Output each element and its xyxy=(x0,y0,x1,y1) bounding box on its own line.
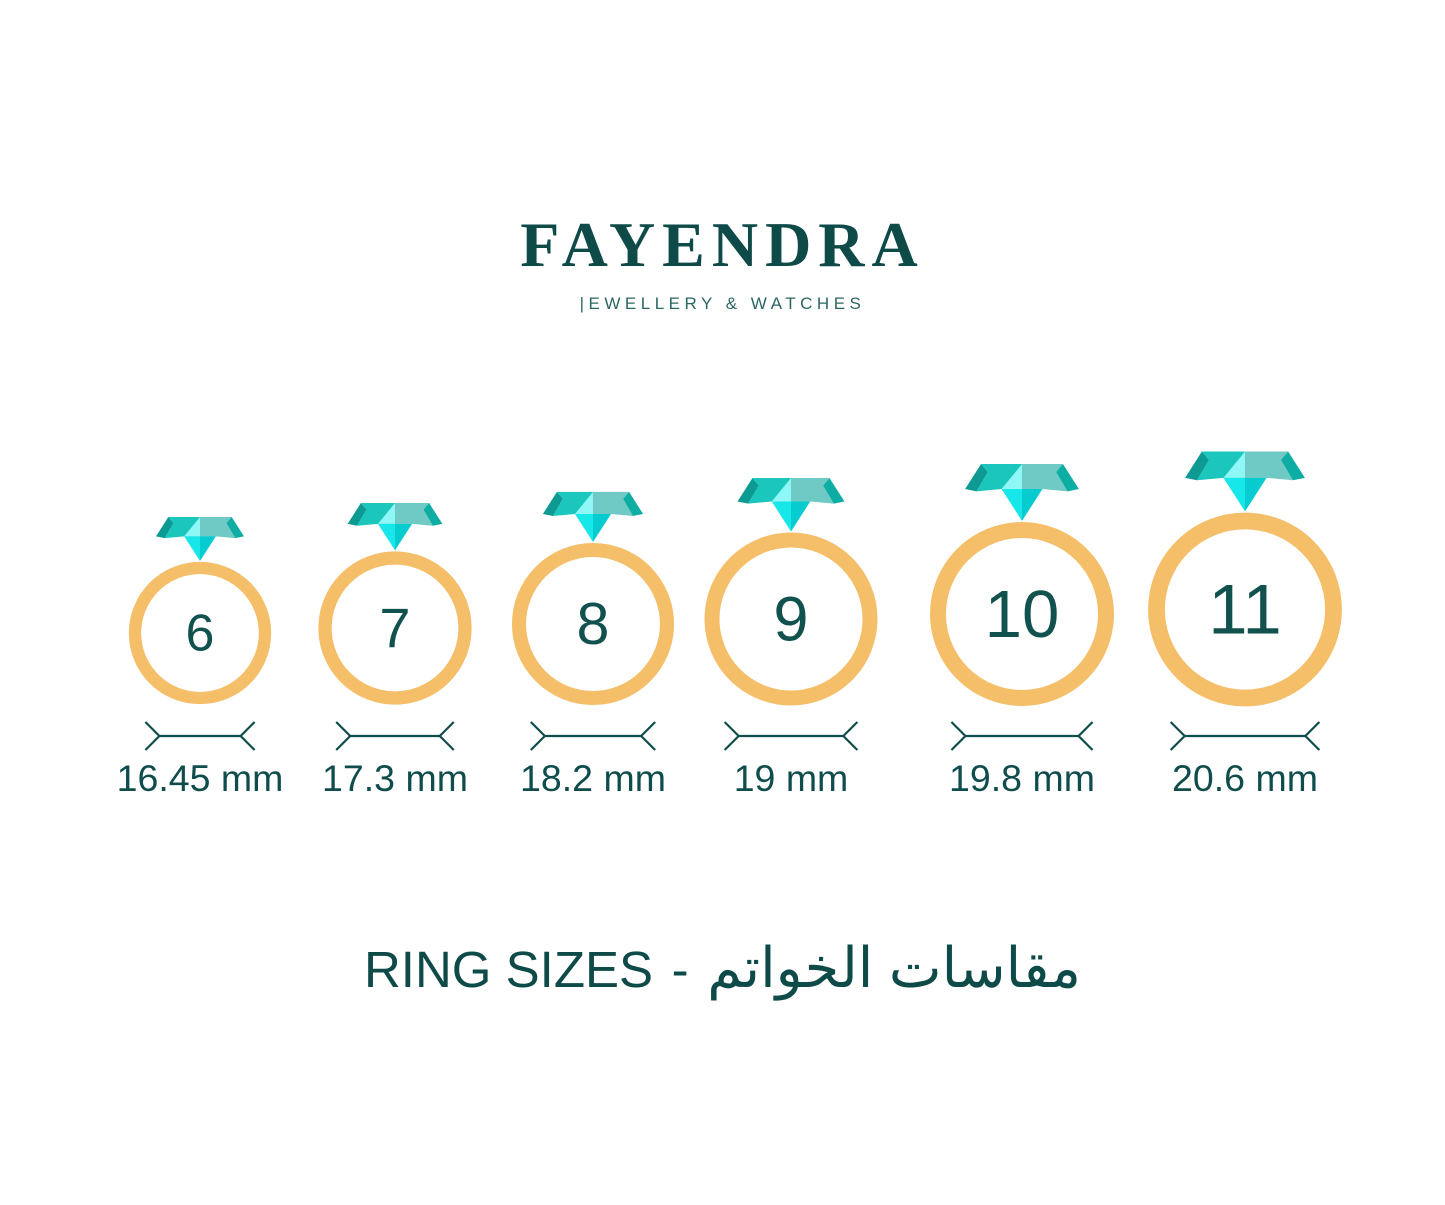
svg-text:6: 6 xyxy=(186,605,215,663)
svg-text:19 mm: 19 mm xyxy=(734,757,849,799)
svg-text:8: 8 xyxy=(577,590,610,657)
svg-text:19.8 mm: 19.8 mm xyxy=(949,757,1095,799)
svg-text:17.3 mm: 17.3 mm xyxy=(322,757,468,799)
svg-text:11: 11 xyxy=(1208,571,1282,650)
svg-text:10: 10 xyxy=(985,577,1060,652)
svg-text:16.45 mm: 16.45 mm xyxy=(117,757,284,799)
svg-text:20.6 mm: 20.6 mm xyxy=(1172,757,1318,799)
svg-text:7: 7 xyxy=(379,596,410,659)
svg-text:18.2 mm: 18.2 mm xyxy=(520,757,666,799)
svg-text:9: 9 xyxy=(773,584,808,654)
